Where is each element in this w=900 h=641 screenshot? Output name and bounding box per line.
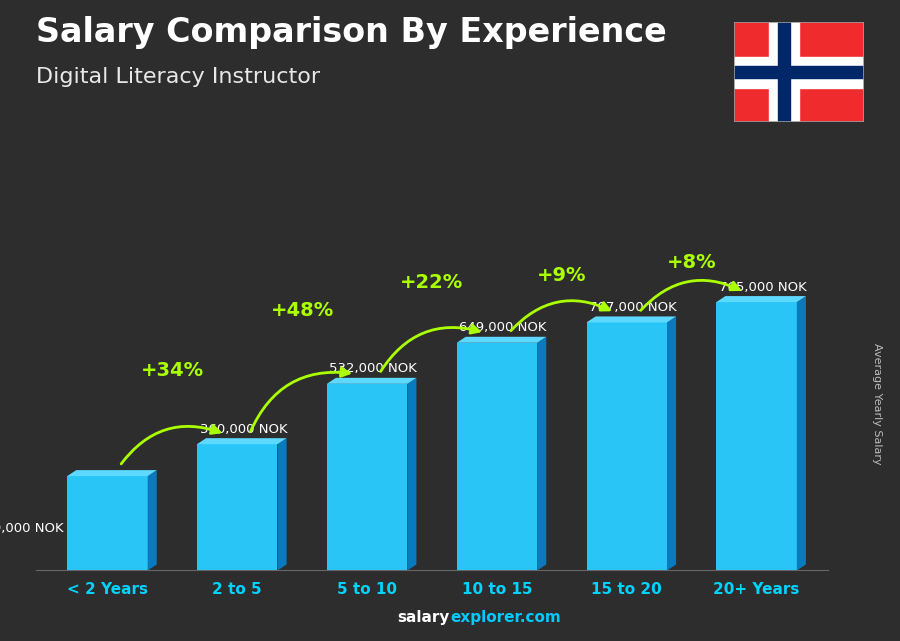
Text: +8%: +8% [667, 253, 716, 272]
Text: salary: salary [398, 610, 450, 625]
Text: 649,000 NOK: 649,000 NOK [459, 321, 547, 335]
Text: Salary Comparison By Experience: Salary Comparison By Experience [36, 16, 667, 49]
Polygon shape [197, 438, 286, 444]
FancyBboxPatch shape [327, 384, 408, 570]
Polygon shape [716, 296, 806, 302]
Polygon shape [68, 470, 157, 476]
Bar [778, 22, 790, 122]
Text: 765,000 NOK: 765,000 NOK [719, 281, 806, 294]
Text: explorer.com: explorer.com [450, 610, 561, 625]
FancyBboxPatch shape [587, 322, 667, 570]
Polygon shape [456, 337, 546, 343]
FancyBboxPatch shape [456, 343, 537, 570]
Bar [734, 66, 864, 78]
Polygon shape [537, 337, 546, 570]
Text: 707,000 NOK: 707,000 NOK [590, 301, 677, 314]
Polygon shape [327, 378, 417, 384]
Text: +34%: +34% [140, 362, 204, 380]
Bar [770, 22, 799, 122]
Text: +9%: +9% [537, 266, 587, 285]
Polygon shape [148, 470, 157, 570]
Text: 532,000 NOK: 532,000 NOK [329, 363, 418, 376]
Text: 269,000 NOK: 269,000 NOK [0, 522, 63, 535]
FancyBboxPatch shape [716, 302, 796, 570]
Text: Digital Literacy Instructor: Digital Literacy Instructor [36, 67, 320, 87]
Polygon shape [277, 438, 286, 570]
Polygon shape [587, 317, 676, 322]
Polygon shape [667, 317, 676, 570]
Text: +48%: +48% [271, 301, 334, 320]
FancyBboxPatch shape [68, 476, 148, 570]
Polygon shape [408, 378, 417, 570]
Polygon shape [796, 296, 806, 570]
Text: 360,000 NOK: 360,000 NOK [200, 423, 287, 436]
FancyBboxPatch shape [197, 444, 277, 570]
Text: Average Yearly Salary: Average Yearly Salary [872, 343, 883, 465]
Text: +22%: +22% [400, 273, 464, 292]
Bar [734, 56, 864, 88]
